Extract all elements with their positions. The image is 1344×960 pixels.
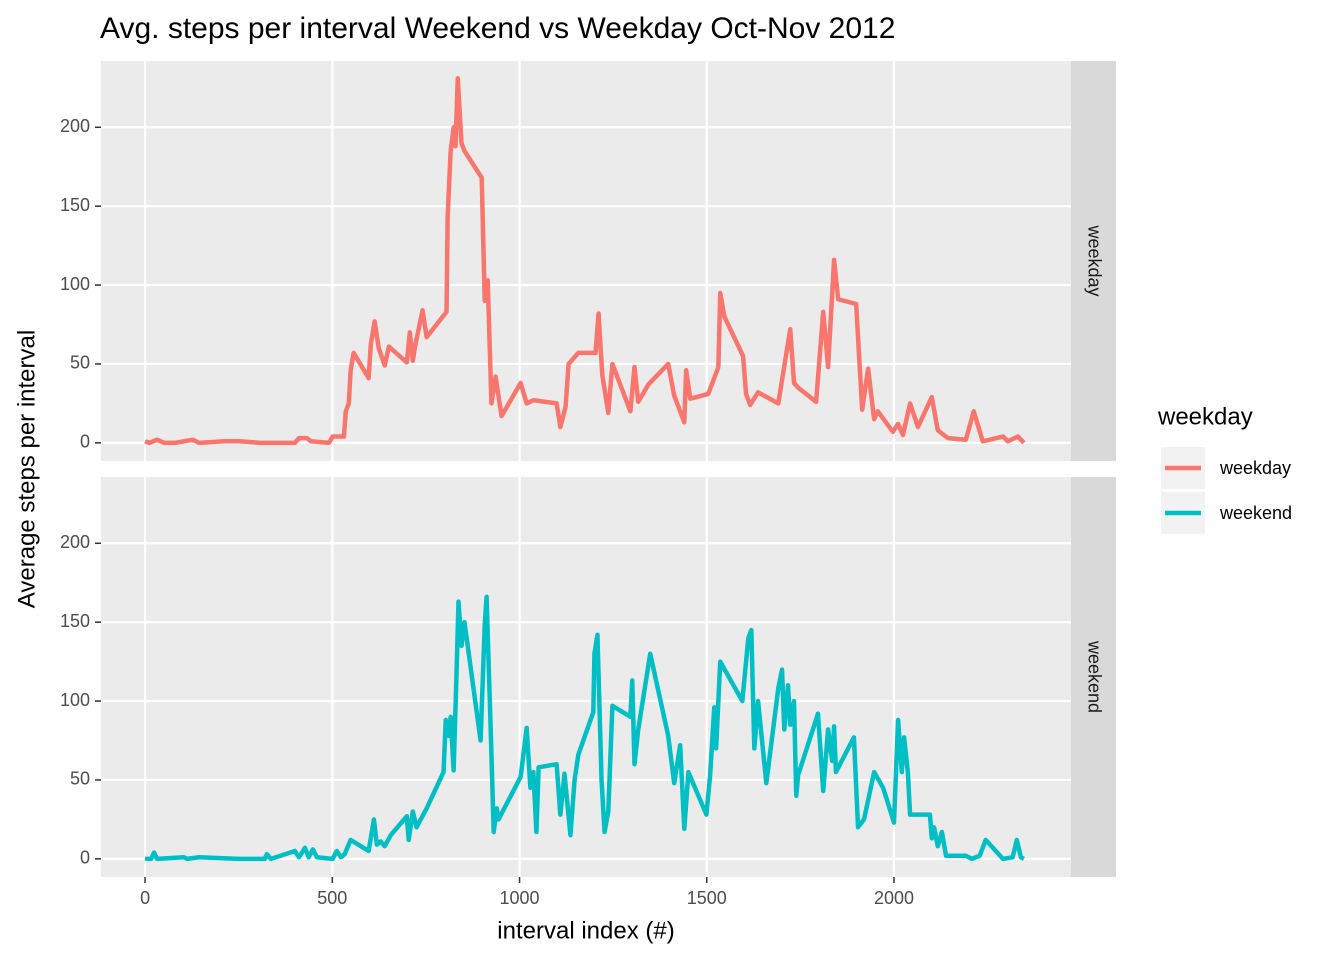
y-axis-label: Average steps per interval — [13, 330, 40, 608]
chart-title: Avg. steps per interval Weekend vs Weekd… — [100, 12, 895, 45]
strip-label: weekend — [1084, 640, 1104, 713]
strip-label: weekday — [1084, 224, 1104, 296]
y-tick-label: 200 — [60, 116, 90, 136]
x-tick-label: 2000 — [874, 888, 914, 908]
y-tick-label: 100 — [60, 274, 90, 294]
legend-label: weekend — [1219, 503, 1292, 523]
legend-label: weekday — [1219, 458, 1291, 478]
y-tick-label: 150 — [60, 195, 90, 215]
y-tick-label: 50 — [70, 769, 90, 789]
legend-title: weekday — [1157, 403, 1253, 430]
x-tick-label: 1500 — [687, 888, 727, 908]
x-tick-label: 0 — [140, 888, 150, 908]
y-tick-label: 50 — [70, 353, 90, 373]
data-line — [144, 76, 1026, 446]
x-axis-label: interval index (#) — [497, 917, 674, 944]
strip — [1071, 477, 1116, 877]
y-tick-label: 0 — [80, 432, 90, 452]
y-tick-label: 200 — [60, 532, 90, 552]
x-tick-label: 1000 — [500, 888, 540, 908]
panel-background — [101, 477, 1071, 877]
data-line — [145, 594, 1025, 862]
y-tick-label: 0 — [80, 848, 90, 868]
y-tick-label: 100 — [60, 690, 90, 710]
strip — [1071, 61, 1116, 461]
y-tick-label: 150 — [60, 611, 90, 631]
x-tick-label: 500 — [317, 888, 347, 908]
panel-background — [101, 61, 1071, 461]
